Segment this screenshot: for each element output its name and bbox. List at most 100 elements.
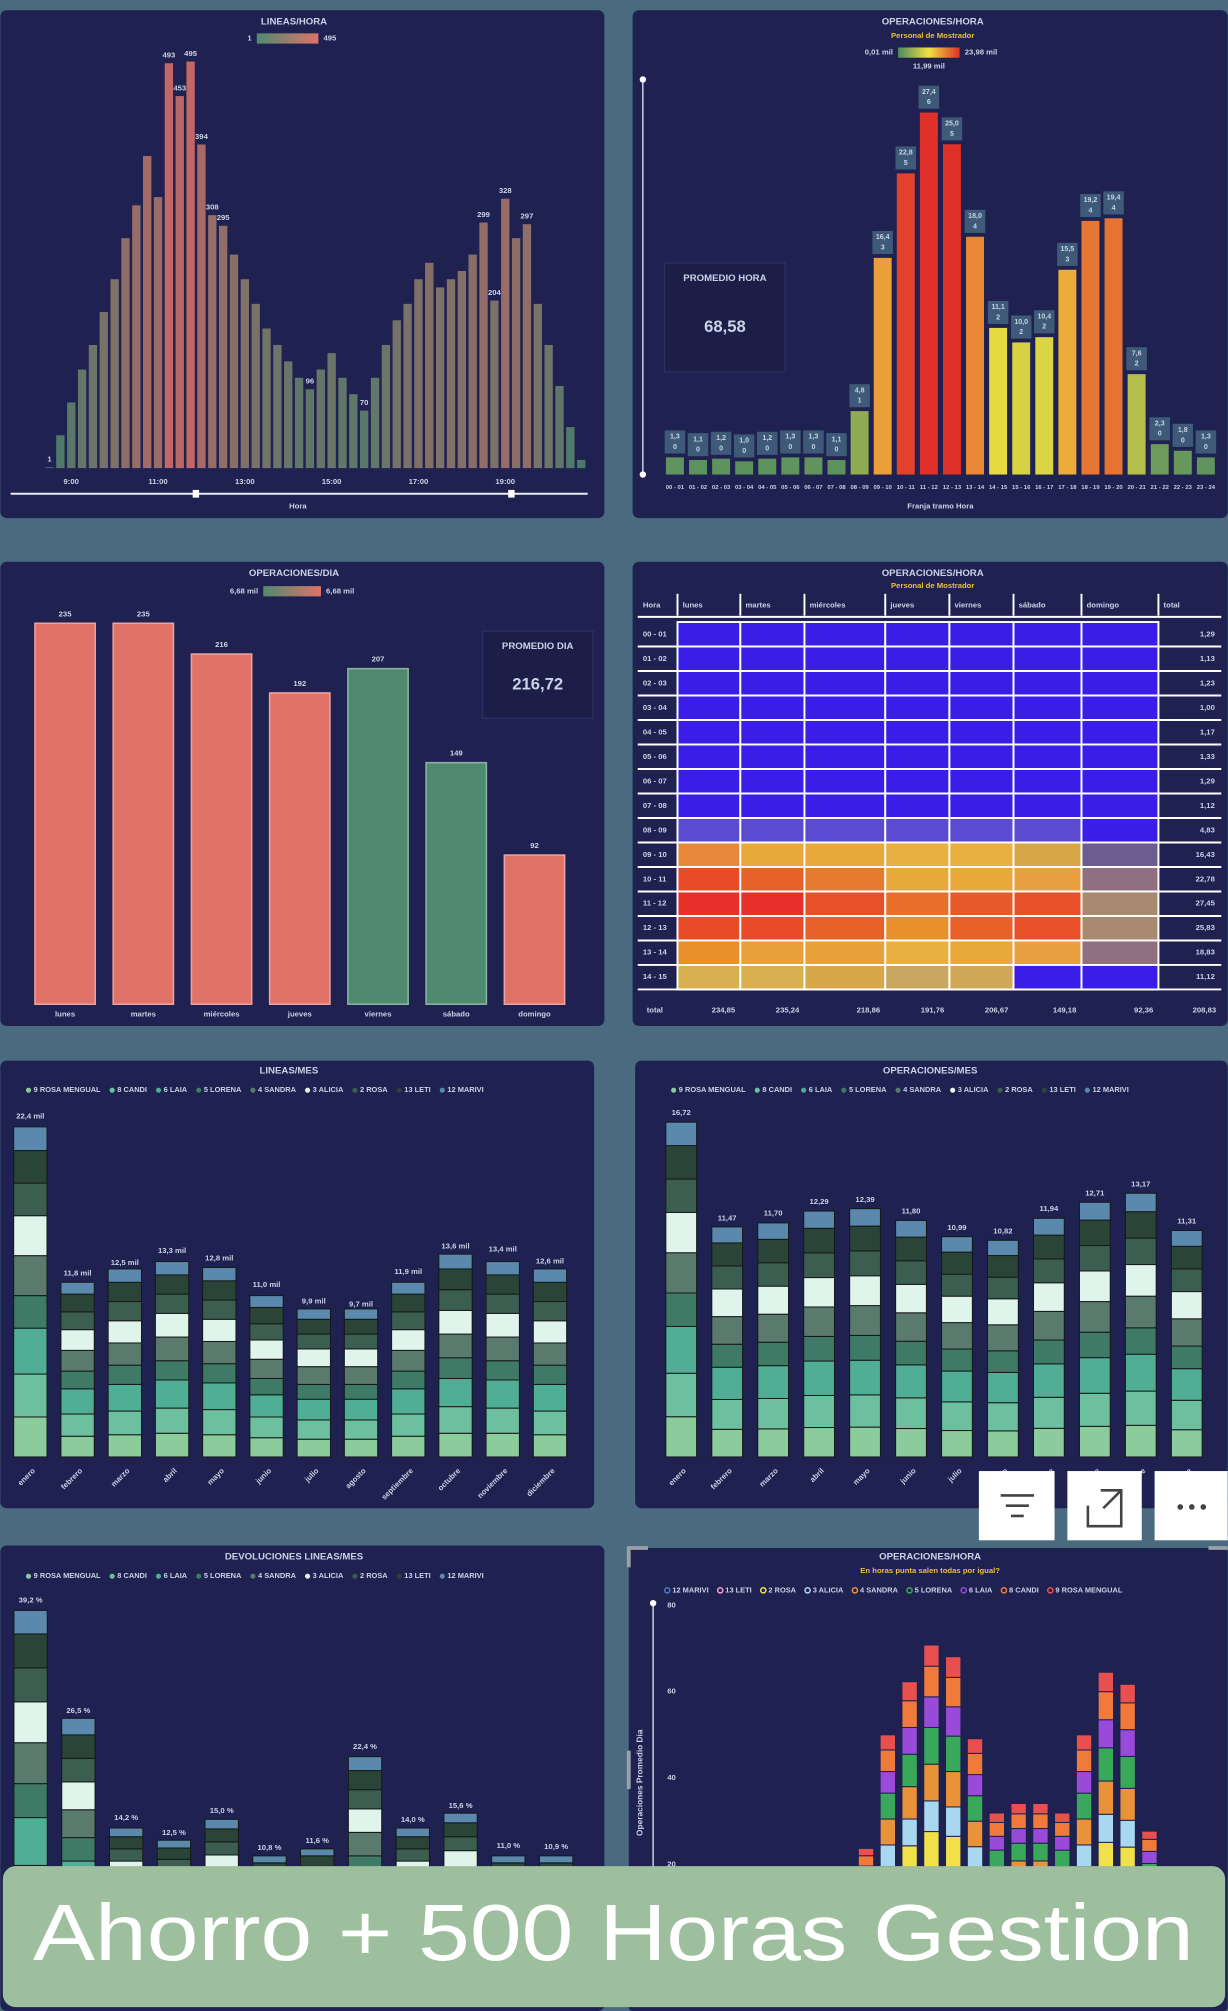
bar	[268, 692, 331, 1005]
data-label: 1,1	[693, 436, 703, 443]
bar	[403, 303, 412, 469]
bar-segment	[154, 1336, 190, 1362]
data-label: 15,5	[1061, 246, 1075, 253]
bar-segment	[1078, 1331, 1111, 1359]
data-label: 70	[360, 398, 369, 407]
slider-handle[interactable]	[192, 489, 200, 498]
bar-segment	[1032, 1258, 1065, 1284]
row-total: 11,12	[1196, 972, 1215, 981]
total-label: 11,47	[718, 1213, 737, 1222]
heat-cell	[948, 792, 1015, 819]
x-tick-label: viernes	[365, 1010, 392, 1019]
bar-segment	[154, 1261, 190, 1276]
bar-segment	[945, 1706, 962, 1737]
total-cell: 234,85	[712, 1006, 736, 1015]
color-scale-mid: 11,99 mil	[913, 62, 945, 71]
bar-segment	[895, 1236, 927, 1262]
x-tick-label: 12 - 13	[943, 485, 962, 491]
total-label: 14,0 %	[401, 1815, 425, 1824]
legend-label: 5 LORENA	[915, 1585, 953, 1594]
row-label: 03 - 04	[643, 703, 668, 712]
kpi-value: 68,58	[704, 317, 746, 336]
bar-segment	[941, 1430, 973, 1458]
bar-segment	[296, 1308, 331, 1320]
bar-segment	[391, 1329, 426, 1351]
slider-handle[interactable]	[508, 489, 515, 498]
legend-label: 9 ROSA MENGUAL	[1055, 1585, 1122, 1594]
total-label: 9,9 mil	[302, 1296, 326, 1305]
bar-segment	[665, 1178, 698, 1213]
heat-cell	[676, 817, 742, 844]
x-tick-label: 15 - 16	[1012, 485, 1031, 491]
bar	[566, 427, 575, 469]
total-cell: 191,76	[921, 1006, 945, 1015]
row-total: 1,29	[1200, 776, 1215, 785]
heat-cell	[948, 768, 1015, 795]
legend-marker	[1041, 1087, 1047, 1093]
data-label: 19,2	[1084, 197, 1098, 204]
bar-segment	[61, 1809, 96, 1839]
bar-segment	[901, 1786, 918, 1820]
heat-cell	[1080, 939, 1160, 966]
bar	[873, 257, 892, 475]
bar	[143, 156, 152, 469]
bar-segment	[1078, 1357, 1111, 1394]
bar-segment	[1054, 1812, 1071, 1823]
bar-segment	[1170, 1268, 1203, 1293]
data-sublabel: 0	[742, 448, 746, 455]
slider-handle[interactable]	[649, 1599, 657, 1607]
row-label: 13 - 14	[643, 948, 668, 957]
bar-segment	[665, 1145, 698, 1180]
heat-cell	[884, 890, 951, 917]
bar-segment	[988, 1821, 1006, 1837]
bar-segment	[1170, 1345, 1203, 1370]
heat-cell	[884, 964, 951, 991]
bar-segment	[13, 1416, 48, 1458]
heat-cell	[739, 915, 806, 942]
bar-segment	[154, 1274, 190, 1295]
bar-segment	[803, 1277, 836, 1308]
bar-segment	[966, 1738, 984, 1754]
bar-segment	[1124, 1390, 1157, 1426]
bar-segment	[438, 1406, 473, 1434]
bar-segment	[665, 1211, 698, 1254]
bar	[758, 458, 777, 475]
heat-cell	[676, 694, 742, 721]
kpi-title: PROMEDIO DIA	[502, 641, 574, 652]
legend-marker	[841, 1087, 847, 1093]
bar	[544, 344, 553, 469]
data-label: 216	[215, 640, 228, 649]
x-tick-label: 13 - 14	[966, 485, 985, 491]
bar-segment	[13, 1150, 48, 1184]
total-cell: 92,36	[1134, 1006, 1153, 1015]
x-tick-label: 09 - 10	[874, 485, 893, 491]
total-cell: 208,83	[1193, 1006, 1217, 1015]
x-tick-label: 11 - 12	[920, 485, 939, 491]
heat-cell	[884, 792, 951, 819]
legend-marker	[109, 1087, 115, 1093]
heat-cell	[948, 964, 1015, 991]
bar-segment	[987, 1402, 1019, 1432]
x-tick-label: jueves	[287, 1010, 312, 1019]
slider-handle[interactable]	[639, 471, 647, 478]
data-label: 328	[499, 186, 513, 195]
color-scale-max: 495	[324, 34, 338, 43]
bar-segment	[1075, 1844, 1093, 1868]
bar-segment	[532, 1301, 568, 1322]
bar-segment	[391, 1370, 426, 1390]
bar	[555, 385, 564, 469]
row-label: 14 - 15	[643, 972, 668, 981]
x-tick-label: 08 - 09	[850, 485, 869, 491]
slider-handle[interactable]	[639, 76, 647, 83]
bar-segment	[1170, 1245, 1203, 1270]
heat-cell	[1080, 694, 1160, 721]
legend-marker	[304, 1087, 311, 1093]
x-axis-label: Franja tramo Hora	[907, 502, 974, 511]
bar-segment	[202, 1266, 237, 1282]
data-sublabel: 0	[1204, 444, 1208, 451]
bar-segment	[966, 1846, 984, 1869]
bar-segment	[895, 1428, 927, 1458]
data-label: 295	[217, 213, 231, 222]
legend-marker	[1046, 1586, 1054, 1594]
heat-cell	[1080, 964, 1160, 991]
